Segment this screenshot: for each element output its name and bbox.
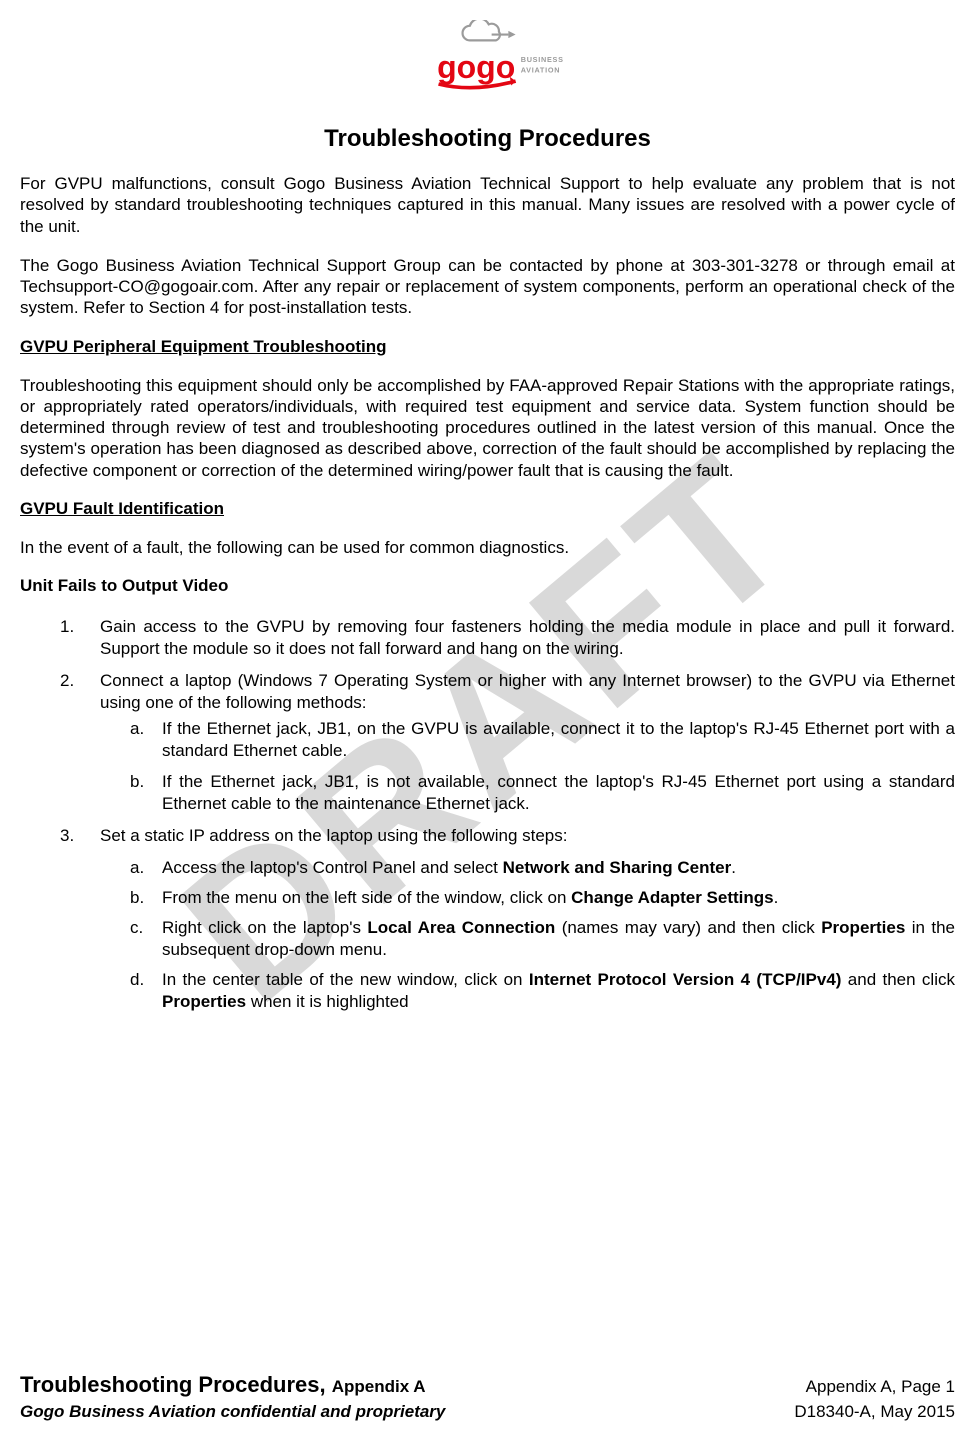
step-2b: b. If the Ethernet jack, JB1, is not ava… bbox=[130, 771, 955, 815]
intro-paragraph-1: For GVPU malfunctions, consult Gogo Busi… bbox=[20, 173, 955, 237]
procedure-list: 1. Gain access to the GVPU by removing f… bbox=[60, 616, 955, 1013]
subsection-heading-video: Unit Fails to Output Video bbox=[20, 576, 955, 596]
logo-brand-text: gogo bbox=[437, 49, 515, 85]
substep-text: If the Ethernet jack, JB1, on the GVPU i… bbox=[162, 719, 955, 760]
step-number: 2. bbox=[60, 670, 74, 692]
substep-text: If the Ethernet jack, JB1, is not availa… bbox=[162, 772, 955, 813]
step-number: 3. bbox=[60, 825, 74, 847]
step-2: 2. Connect a laptop (Windows 7 Operating… bbox=[60, 670, 955, 815]
step-text: Set a static IP address on the laptop us… bbox=[100, 826, 567, 845]
step-text: Gain access to the GVPU by removing four… bbox=[100, 617, 955, 658]
page-footer: Troubleshooting Procedures, Appendix A A… bbox=[20, 1372, 955, 1426]
step-3: 3. Set a static IP address on the laptop… bbox=[60, 825, 955, 1014]
substep-letter: b. bbox=[130, 771, 144, 793]
substep-text: From the menu on the left side of the wi… bbox=[162, 888, 778, 907]
section-peripheral-body: Troubleshooting this equipment should on… bbox=[20, 375, 955, 481]
step-3d: d. In the center table of the new window… bbox=[130, 969, 955, 1013]
section-heading-peripheral: GVPU Peripheral Equipment Troubleshootin… bbox=[20, 337, 955, 357]
footer-page-ref: Appendix A, Page 1 bbox=[806, 1377, 955, 1397]
page-title: Troubleshooting Procedures bbox=[20, 125, 955, 153]
section-heading-fault-id: GVPU Fault Identification bbox=[20, 499, 955, 519]
substep-text: Right click on the laptop's Local Area C… bbox=[162, 918, 955, 959]
substep-text: In the center table of the new window, c… bbox=[162, 970, 955, 1011]
substep-letter: c. bbox=[130, 917, 143, 939]
footer-title: Troubleshooting Procedures, Appendix A bbox=[20, 1372, 426, 1398]
intro-paragraph-2: The Gogo Business Aviation Technical Sup… bbox=[20, 255, 955, 319]
footer-confidential: Gogo Business Aviation confidential and … bbox=[20, 1402, 445, 1422]
footer-doc-id: D18340-A, May 2015 bbox=[794, 1402, 955, 1422]
step-2a: a. If the Ethernet jack, JB1, on the GVP… bbox=[130, 718, 955, 762]
logo-subtitle-1: BUSINESS bbox=[520, 55, 563, 64]
step-3c: c. Right click on the laptop's Local Are… bbox=[130, 917, 955, 961]
substep-letter: b. bbox=[130, 887, 144, 909]
page-content: gogo BUSINESS AVIATION Troubleshooting P… bbox=[20, 20, 955, 1013]
logo-container: gogo BUSINESS AVIATION bbox=[20, 20, 955, 105]
step-2-sublist: a. If the Ethernet jack, JB1, on the GVP… bbox=[130, 718, 955, 814]
substep-letter: a. bbox=[130, 718, 144, 740]
step-3-sublist: a. Access the laptop's Control Panel and… bbox=[130, 857, 955, 1014]
step-1: 1. Gain access to the GVPU by removing f… bbox=[60, 616, 955, 660]
gogo-logo: gogo BUSINESS AVIATION bbox=[398, 20, 578, 105]
step-number: 1. bbox=[60, 616, 74, 638]
substep-letter: d. bbox=[130, 969, 144, 991]
step-text: Connect a laptop (Windows 7 Operating Sy… bbox=[100, 671, 955, 712]
logo-subtitle-2: AVIATION bbox=[520, 65, 559, 74]
footer-row-2: Gogo Business Aviation confidential and … bbox=[20, 1402, 955, 1422]
footer-row-1: Troubleshooting Procedures, Appendix A A… bbox=[20, 1372, 955, 1398]
step-3b: b. From the menu on the left side of the… bbox=[130, 887, 955, 909]
substep-text: Access the laptop's Control Panel and se… bbox=[162, 858, 736, 877]
step-3a: a. Access the laptop's Control Panel and… bbox=[130, 857, 955, 879]
section-fault-id-body: In the event of a fault, the following c… bbox=[20, 537, 955, 558]
substep-letter: a. bbox=[130, 857, 144, 879]
